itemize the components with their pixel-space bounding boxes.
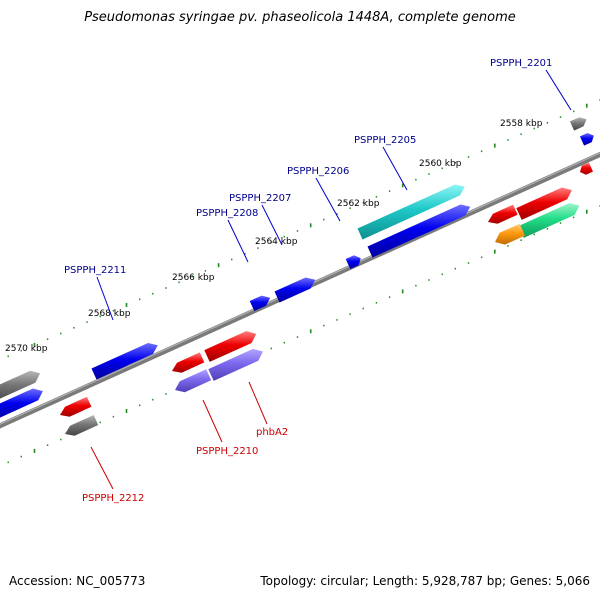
- gene-2205-arrow[interactable]: [357, 184, 465, 240]
- tick-label-2562: 2562 kbp: [337, 199, 380, 209]
- gene-2201-blue-arrow[interactable]: [579, 133, 594, 146]
- gene-red-small-right-arrow[interactable]: [580, 162, 593, 175]
- leader-line-6: [202, 399, 223, 443]
- tick-label-2558: 2558 kbp: [500, 119, 543, 129]
- gene-2208-arrow[interactable]: [249, 295, 271, 311]
- gene-phba2-red-arrow[interactable]: [204, 331, 257, 362]
- gene-label-phba2[interactable]: phbA2: [256, 427, 288, 438]
- gene-left-blue-arrow[interactable]: [0, 388, 43, 421]
- accession-text: Accession: NC_005773: [9, 574, 146, 588]
- tick-label-2564: 2564 kbp: [255, 237, 298, 247]
- leader-line-7: [248, 381, 268, 425]
- tick-label-2570: 2570 kbp: [5, 344, 48, 354]
- gene-red-right-small-arrow[interactable]: [488, 204, 518, 224]
- gene-2210-red-arrow[interactable]: [172, 352, 205, 373]
- gene-features: [0, 117, 594, 436]
- gene-label-leaders: [90, 69, 572, 490]
- gene-phba2-arrow[interactable]: [208, 348, 263, 381]
- gene-label-pspph-2207[interactable]: PSPPH_2207: [229, 193, 291, 204]
- gene-label-pspph-2205[interactable]: PSPPH_2205: [354, 135, 416, 146]
- tick-label-2568: 2568 kbp: [88, 309, 131, 319]
- leader-line-2: [315, 177, 341, 222]
- gene-2212-red-arrow[interactable]: [60, 396, 92, 417]
- gene-labels: PSPPH_2201 PSPPH_2205 PSPPH_2206 PSPPH_2…: [64, 58, 552, 504]
- gene-label-pspph-2201[interactable]: PSPPH_2201: [490, 58, 552, 69]
- leader-line-3: [261, 204, 283, 246]
- gene-2206-arrow[interactable]: [345, 255, 361, 269]
- gene-red-right-upper-arrow[interactable]: [516, 187, 572, 220]
- map-title: Pseudomonas syringae pv. phaseolicola 14…: [84, 10, 516, 25]
- genome-summary-text: Topology: circular; Length: 5,928,787 bp…: [260, 574, 590, 588]
- gene-label-pspph-2210[interactable]: PSPPH_2210: [196, 446, 258, 457]
- gene-label-pspph-2206[interactable]: PSPPH_2206: [287, 166, 349, 177]
- gene-2207-arrow[interactable]: [274, 277, 316, 303]
- gene-orange-right-arrow[interactable]: [495, 223, 525, 245]
- leader-line-4: [227, 219, 249, 263]
- gene-label-pspph-2211[interactable]: PSPPH_2211: [64, 265, 126, 276]
- leader-line-1: [382, 146, 408, 191]
- kbp-tick-labels: 2558 kbp 2560 kbp 2562 kbp 2564 kbp 2566…: [5, 119, 543, 354]
- tick-label-2560: 2560 kbp: [419, 159, 462, 169]
- gene-2210-arrow[interactable]: [175, 369, 212, 393]
- gene-label-pspph-2208[interactable]: PSPPH_2208: [196, 208, 258, 219]
- tick-label-2566: 2566 kbp: [172, 273, 215, 283]
- gene-2212-arrow[interactable]: [65, 415, 99, 436]
- gene-2205-blue-arrow[interactable]: [367, 204, 471, 258]
- gene-2211-arrow[interactable]: [91, 343, 158, 380]
- gene-green-right-arrow[interactable]: [518, 203, 580, 238]
- gene-label-pspph-2212[interactable]: PSPPH_2212: [82, 493, 144, 504]
- leader-line-5: [96, 276, 114, 321]
- leader-line-0: [545, 69, 572, 111]
- gene-left-gray-arrow[interactable]: [0, 370, 41, 402]
- leader-line-8: [90, 446, 114, 490]
- gene-2201-gray-arrow[interactable]: [569, 117, 587, 131]
